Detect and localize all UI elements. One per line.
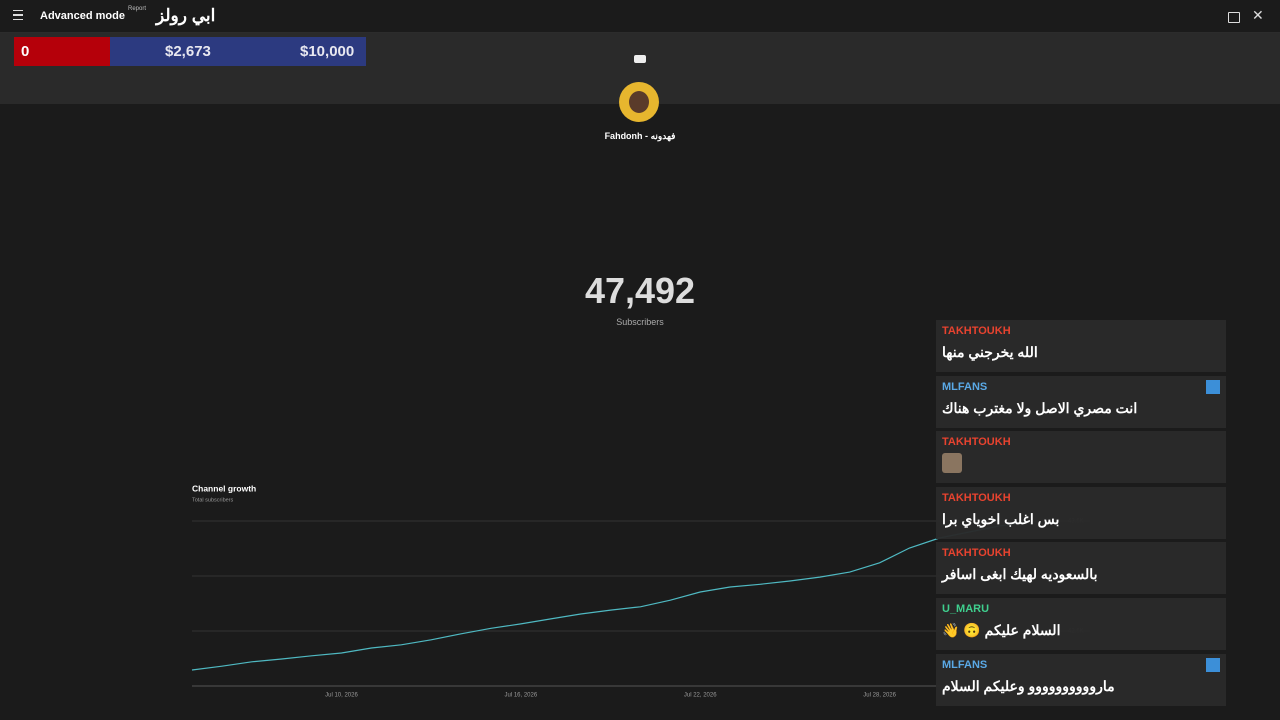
chat-text: ماروووووووووو وعليكم السلام [942,677,1115,694]
goal-band: 0 $2,673 $10,000 [0,33,1280,122]
chat-message: TAKHTOUKH الله يخرجني منها [936,320,1226,372]
chat-sticker [942,453,962,474]
subscriber-label: Subscribers [616,317,664,327]
goal-target: $10,000 [300,43,355,60]
moderator-badge [1206,657,1220,672]
subscriber-count: 47,492 [584,270,696,311]
youtube-icon [634,55,646,63]
chat-message: TAKHTOUKH بالسعوديه لهيك ابغى اسافر [936,542,1226,595]
chat-username: TAKHTOUKH [942,325,1011,337]
goal-current: 0 [21,43,30,60]
chat-message: U_MARU السلام عليكم 🙃 👋 [936,597,1226,650]
chat-text: انت مصري الاصل ولا مغترب هناك [942,399,1138,416]
chat-message: MLFANS انت مصري الاصل ولا مغترب هناك [936,375,1226,428]
feedback-icon[interactable] [1228,12,1240,23]
chart-title: Channel growth [192,483,256,493]
chat-message: MLFANS ماروووووووووو وعليكم السلام [936,653,1226,706]
mode-label[interactable]: Advanced mode [40,10,125,22]
top-bar: Advanced mode Report ابي رولز ✕ [0,0,1280,33]
chat-message: TAKHTOUKH بس اغلب اخوياي برا [936,486,1226,539]
chat-text: الله يخرجني منها [942,344,1038,360]
chat-username: MLFANS [942,380,988,393]
menu-icon[interactable] [13,10,23,20]
report-link[interactable]: Report [128,6,147,12]
x-tick-label: Jul 28, 2026 [863,693,896,699]
chat-text: بس اغلب اخوياي برا [942,510,1060,527]
stream-title: ابي رولز [156,6,216,25]
x-tick-label: Jul 10, 2026 [325,693,358,699]
growth-line [191,521,1030,671]
goal-current-bar [14,37,110,66]
channel-avatar [619,82,659,122]
goal-raised: $2,673 [165,43,211,60]
channel-name: Fahdonh - فهدونه [604,131,676,141]
chat-username: TAKHTOUKH [942,436,1011,449]
chart-subtitle: Total subscribers [192,497,234,503]
x-tick-label: Jul 22, 2026 [684,693,717,699]
x-tick-label: Jul 16, 2026 [505,693,538,699]
chat-text: بالسعوديه لهيك ابغى اسافر [942,566,1098,583]
moderator-badge [1206,379,1220,394]
chat-username: TAKHTOUKH [942,491,1011,504]
chat-text: السلام عليكم 🙃 👋 [942,621,1061,638]
close-icon[interactable]: ✕ [1252,7,1264,23]
chat-message: TAKHTOUKH [936,431,1226,484]
chat-username: U_MARU [942,602,990,615]
chat-overlay: TAKHTOUKH الله يخرجني منها MLFANS انت مصري … [936,320,1226,709]
chat-username: TAKHTOUKH [942,547,1011,560]
goal-remaining-bar [110,37,366,66]
chat-username: MLFANS [942,658,988,671]
